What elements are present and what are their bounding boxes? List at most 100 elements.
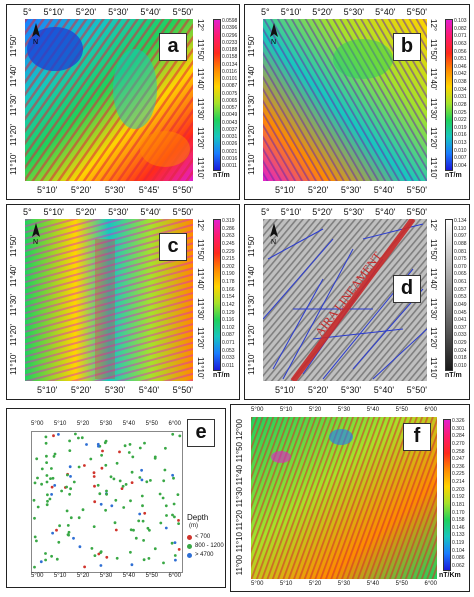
depth-point [163,468,167,472]
depth-point [36,505,40,509]
top-ticks: 5° 5°10' 5°20' 5°30' 5°40' 5°50' [261,7,427,17]
unit-label-a: nT/m [213,172,230,179]
panel-e: 5°00 5°10 5°20 5°30 5°40 5°50 6°00 e Depth (m)… [6,408,226,588]
colorbar-b [445,19,453,171]
depth-point [129,499,132,503]
top-ticks: 5° 5°10' 5°20' 5°30' 5°40' 5°50' [261,207,427,217]
depth-point [69,516,73,520]
depth-point [68,465,72,469]
depth-point [52,455,56,458]
depth-scatter-e [32,432,182,569]
depth-point [46,499,49,503]
left-ticks: 12°00 11°50 11°40 11°30 11°20 11°10 11°00 [235,419,244,575]
depth-point [140,494,144,498]
legend-title: Depth [187,513,209,522]
panel-d: 5° 5°10' 5°20' 5°30' 5°40' 5°50' 11°50' 11°40'… [244,204,470,400]
depth-point [153,547,157,551]
depth-point [128,443,132,446]
depth-point [35,539,38,543]
depth-point [114,528,118,532]
depth-point [66,524,70,527]
left-ticks: 11°50' 11°40' 11°30' 11°20' 11°10' [247,235,256,375]
depth-point [85,443,88,446]
depth-point [105,492,108,496]
depth-point [96,442,100,446]
map-d: AÏRA LINEAMENT N d [263,219,427,381]
depth-point [164,504,168,508]
north-arrow-icon: N [267,23,281,46]
depth-point [147,557,151,560]
depth-point [45,474,49,477]
top-ticks: 5°00 5°10 5°20 5°30 5°40 5°50 6°00 [31,421,181,427]
depth-point [159,521,163,525]
depth-point [72,536,75,540]
depth-point [162,561,165,565]
panel-label-f: f [403,423,431,451]
colorbar-ticks-a: 0.0598 0.0396 0.0296 0.0233 0.0188 0.0158 0.01… [222,18,238,169]
depth-point [98,492,102,496]
depth-point [122,506,126,509]
depth-point [40,482,43,486]
depth-point [58,524,61,528]
depth-point [50,485,54,489]
depth-point [146,526,150,530]
depth-point [72,480,76,484]
depth-point [177,519,180,522]
colorbar-ticks-f: 0.326 0.301 0.284 0.270 0.258 0.247 0.236 0.225… [452,418,465,569]
depth-point [65,485,68,489]
colorbar-f [443,419,451,571]
top-ticks: 5° 5°10' 5°20' 5°30' 5°40' 5°50' [23,7,193,17]
depth-point [130,563,134,567]
depth-point [44,435,48,439]
depth-point [74,432,77,436]
depth-point [46,493,49,497]
depth-point [51,476,55,480]
depth-point [65,509,69,513]
depth-point [113,521,117,525]
north-arrow-icon: N [267,223,281,246]
depth-point [80,436,84,440]
legend-item: > 4700 [187,552,214,558]
depth-point [66,533,70,536]
top-ticks: 5° 5°10' 5°20' 5°30' 5°40' 5°50' [23,207,193,217]
depth-point [36,476,39,480]
colorbar-ticks-c: 0.319 0.286 0.263 0.245 0.229 0.215 0.202 0.190… [222,218,235,369]
depth-point [55,528,58,532]
depth-point [115,556,119,560]
depth-point [132,528,135,532]
depth-point [124,483,128,486]
north-arrow-icon: N [29,223,43,246]
depth-point [137,519,141,523]
depth-point [173,515,176,519]
depth-point [140,468,143,472]
bottom-ticks: 5°00 5°10 5°20 5°30 5°40 5°50 6°00 [31,573,181,579]
gradient-map-f [251,417,437,579]
depth-point [52,434,55,438]
colorbar-ticks-b: 0.103 0.082 0.071 0.063 0.056 0.051 0.046 0.042… [454,18,467,169]
depth-point [158,492,162,496]
right-ticks: 12° 11°50' 11°40' 11°30' 11°20' 11°10' [429,219,438,379]
depth-point [120,487,124,490]
depth-point [44,558,47,562]
depth-point [105,555,109,559]
depth-point [127,451,131,454]
panel-label-a: a [159,33,187,61]
depth-point [145,480,149,484]
depth-point [173,541,177,544]
depth-point [142,558,146,562]
depth-point [118,479,122,483]
panel-label-c: c [159,233,187,261]
depth-point [33,535,37,539]
depth-point [35,457,39,461]
depth-point [97,552,101,556]
bottom-ticks: 5°10' 5°20' 5°30' 5°40' 5°50' [275,385,427,395]
depth-point [100,453,103,457]
depth-point [164,526,168,530]
depth-point [89,457,93,461]
depth-point [138,446,142,450]
depth-point [44,552,47,555]
depth-point [49,477,52,480]
depth-point [121,484,125,488]
depth-point [103,441,107,445]
depth-point [110,504,114,508]
